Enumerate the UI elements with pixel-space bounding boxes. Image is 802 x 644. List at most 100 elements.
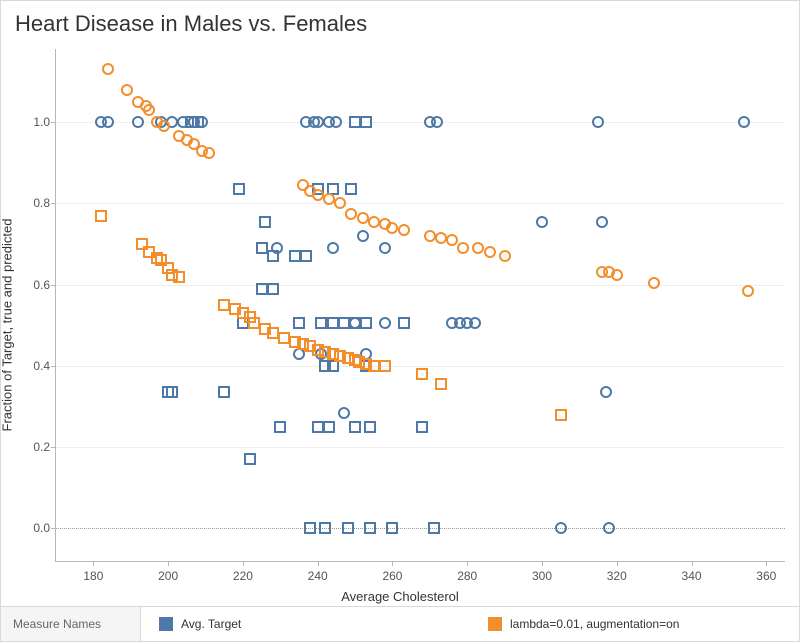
- data-point[interactable]: [386, 522, 398, 534]
- data-point[interactable]: [360, 317, 372, 329]
- data-point[interactable]: [398, 224, 410, 236]
- data-point[interactable]: [555, 409, 567, 421]
- chart-title: Heart Disease in Males vs. Females: [1, 1, 799, 43]
- data-point[interactable]: [349, 116, 361, 128]
- data-point[interactable]: [293, 317, 305, 329]
- data-point[interactable]: [345, 183, 357, 195]
- data-point[interactable]: [379, 317, 391, 329]
- x-tick-label: 340: [682, 569, 702, 583]
- data-point[interactable]: [596, 216, 608, 228]
- data-point[interactable]: [158, 120, 170, 132]
- data-point[interactable]: [424, 230, 436, 242]
- data-point[interactable]: [121, 84, 133, 96]
- data-point[interactable]: [431, 116, 443, 128]
- data-point[interactable]: [192, 116, 204, 128]
- data-point[interactable]: [330, 116, 342, 128]
- data-point[interactable]: [338, 407, 350, 419]
- legend-item[interactable]: lambda=0.01, augmentation=on: [470, 617, 799, 631]
- data-point[interactable]: [267, 283, 279, 295]
- data-point[interactable]: [166, 386, 178, 398]
- data-point[interactable]: [218, 299, 230, 311]
- legend-bar: Measure Names Avg. Targetlambda=0.01, au…: [1, 606, 799, 641]
- data-point[interactable]: [95, 210, 107, 222]
- data-point[interactable]: [457, 242, 469, 254]
- data-point[interactable]: [368, 360, 380, 372]
- data-point[interactable]: [312, 189, 324, 201]
- data-point[interactable]: [360, 116, 372, 128]
- data-point[interactable]: [338, 317, 350, 329]
- data-point[interactable]: [499, 250, 511, 262]
- data-point[interactable]: [484, 246, 496, 258]
- data-point[interactable]: [327, 317, 339, 329]
- data-point[interactable]: [345, 208, 357, 220]
- data-point[interactable]: [312, 116, 324, 128]
- data-point[interactable]: [259, 216, 271, 228]
- data-point[interactable]: [300, 250, 312, 262]
- y-axis-label: Fraction of Target, true and predicted: [0, 218, 15, 431]
- data-point[interactable]: [386, 222, 398, 234]
- legend-swatch: [159, 617, 173, 631]
- data-point[interactable]: [319, 522, 331, 534]
- data-point[interactable]: [469, 317, 481, 329]
- data-point[interactable]: [398, 317, 410, 329]
- data-point[interactable]: [323, 421, 335, 433]
- data-point[interactable]: [274, 421, 286, 433]
- data-point[interactable]: [278, 332, 290, 344]
- data-point[interactable]: [102, 116, 114, 128]
- data-point[interactable]: [428, 522, 440, 534]
- data-point[interactable]: [256, 242, 268, 254]
- data-point[interactable]: [132, 116, 144, 128]
- data-point[interactable]: [357, 230, 369, 242]
- x-tick-label: 180: [83, 569, 103, 583]
- x-axis-label: Average Cholesterol: [341, 589, 459, 604]
- data-point[interactable]: [742, 285, 754, 297]
- data-point[interactable]: [289, 250, 301, 262]
- legend-item[interactable]: Avg. Target: [141, 617, 470, 631]
- data-point[interactable]: [267, 250, 279, 262]
- data-point[interactable]: [416, 368, 428, 380]
- data-point[interactable]: [472, 242, 484, 254]
- data-point[interactable]: [173, 271, 185, 283]
- data-point[interactable]: [267, 327, 279, 339]
- data-point[interactable]: [592, 116, 604, 128]
- data-point[interactable]: [364, 522, 376, 534]
- data-point[interactable]: [600, 386, 612, 398]
- data-point[interactable]: [304, 522, 316, 534]
- data-point[interactable]: [218, 386, 230, 398]
- data-point[interactable]: [379, 242, 391, 254]
- x-tick-mark: [168, 561, 169, 566]
- data-point[interactable]: [315, 317, 327, 329]
- data-point[interactable]: [312, 421, 324, 433]
- data-point[interactable]: [364, 421, 376, 433]
- data-point[interactable]: [248, 317, 260, 329]
- data-point[interactable]: [379, 360, 391, 372]
- data-point[interactable]: [446, 234, 458, 246]
- data-point[interactable]: [203, 147, 215, 159]
- data-point[interactable]: [435, 378, 447, 390]
- data-point[interactable]: [349, 421, 361, 433]
- data-point[interactable]: [555, 522, 567, 534]
- data-point[interactable]: [611, 269, 623, 281]
- data-point[interactable]: [416, 421, 428, 433]
- y-tick-mark: [51, 447, 56, 448]
- data-point[interactable]: [603, 522, 615, 534]
- data-point[interactable]: [327, 242, 339, 254]
- data-point[interactable]: [368, 216, 380, 228]
- x-tick-mark: [243, 561, 244, 566]
- data-point[interactable]: [349, 317, 361, 329]
- data-point[interactable]: [143, 104, 155, 116]
- data-point[interactable]: [323, 193, 335, 205]
- gridline: [56, 285, 785, 286]
- data-point[interactable]: [256, 283, 268, 295]
- data-point[interactable]: [334, 197, 346, 209]
- data-point[interactable]: [435, 232, 447, 244]
- data-point[interactable]: [342, 522, 354, 534]
- data-point[interactable]: [357, 212, 369, 224]
- data-point[interactable]: [102, 63, 114, 75]
- y-tick-label: 0.8: [18, 196, 50, 210]
- data-point[interactable]: [244, 453, 256, 465]
- data-point[interactable]: [738, 116, 750, 128]
- data-point[interactable]: [233, 183, 245, 195]
- data-point[interactable]: [648, 277, 660, 289]
- data-point[interactable]: [536, 216, 548, 228]
